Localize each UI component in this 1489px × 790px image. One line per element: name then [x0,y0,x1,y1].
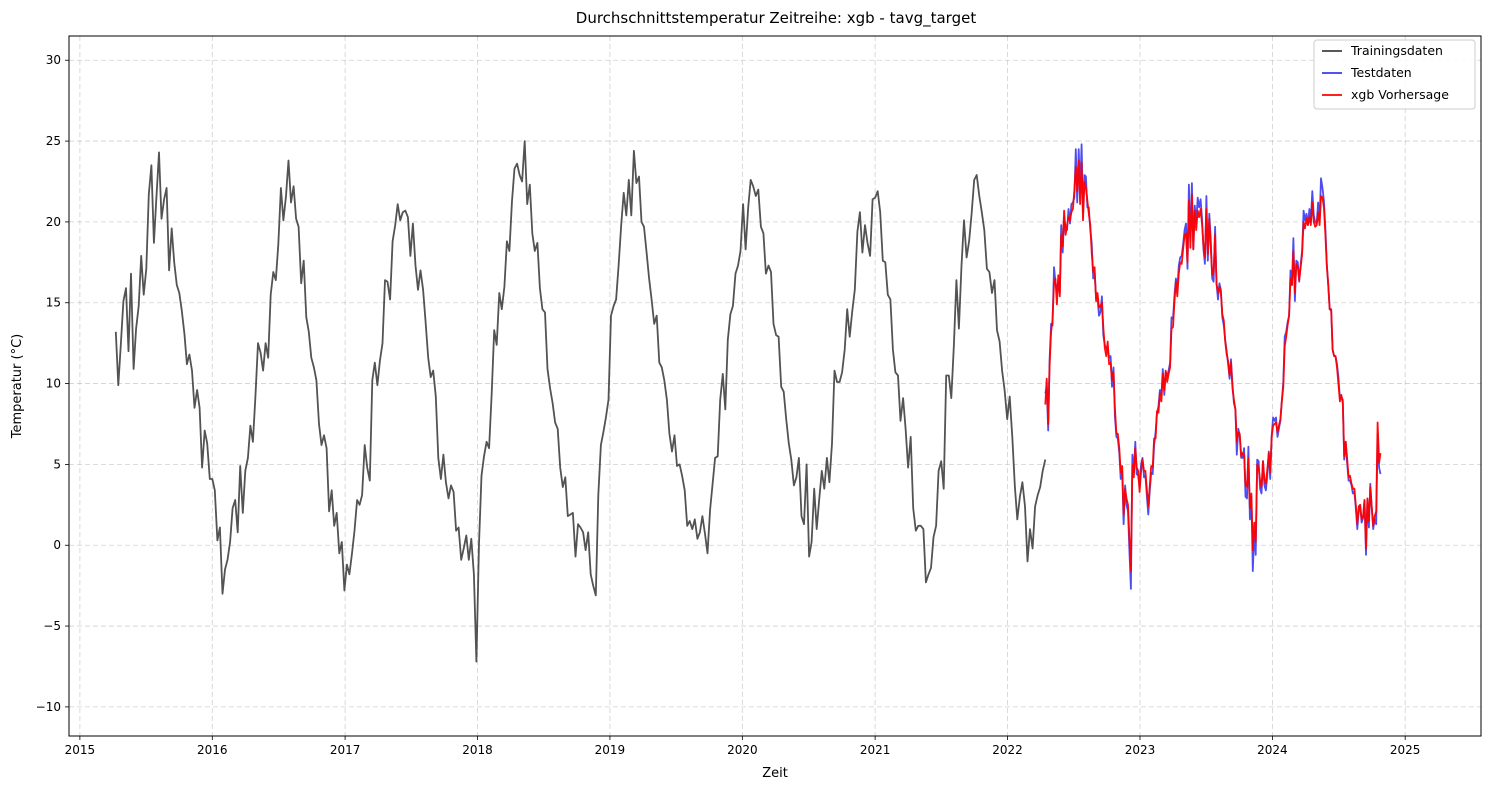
plot-frame [68,35,1482,737]
y-tick-label-6: 20 [46,215,61,229]
chart-title: Durchschnittstemperatur Zeitreihe: xgb -… [576,9,977,28]
tick-layer: 2015 2016 2017 2018 2019 2020 2021 2022 2023 2024… [36,53,1421,757]
y-tick-label-8: 30 [46,53,61,67]
x-tick-label-2017: 2017 [330,743,361,757]
legend-label-test: Testdaten [1350,65,1412,80]
x-tick-label-2015: 2015 [65,743,96,757]
legend: Trainingsdaten Testdaten xgb Vorhersage [1313,39,1476,110]
x-tick-label-2020: 2020 [727,743,758,757]
x-tick-label-2016: 2016 [197,743,228,757]
x-tick-label-2018: 2018 [462,743,493,757]
legend-label-training: Trainingsdaten [1350,43,1443,58]
x-tick-label-2023: 2023 [1125,743,1156,757]
legend-box [1313,39,1476,110]
x-tick-label-2025: 2025 [1390,743,1421,757]
y-tick-label-4: 10 [46,377,61,391]
x-axis-title: Zeit [762,766,788,781]
legend-label-prediction: xgb Vorhersage [1351,87,1449,102]
y-tick-label-3: 5 [53,457,61,471]
x-tick-label-2022: 2022 [992,743,1023,757]
y-tick-label-0: −10 [36,700,61,714]
y-tick-label-7: 25 [46,134,61,148]
x-tick-label-2021: 2021 [860,743,891,757]
x-tick-label-2024: 2024 [1257,743,1288,757]
series-line-training [114,140,1047,663]
grid-layer [69,36,1481,736]
x-tick-label-2019: 2019 [595,743,626,757]
y-axis-title: Temperatur (°C) [10,334,25,440]
series-layer [114,140,1382,663]
y-tick-label-5: 15 [46,296,61,310]
series-line-prediction [1044,159,1382,572]
y-tick-label-2: 0 [53,538,61,552]
y-tick-label-1: −5 [43,619,61,633]
